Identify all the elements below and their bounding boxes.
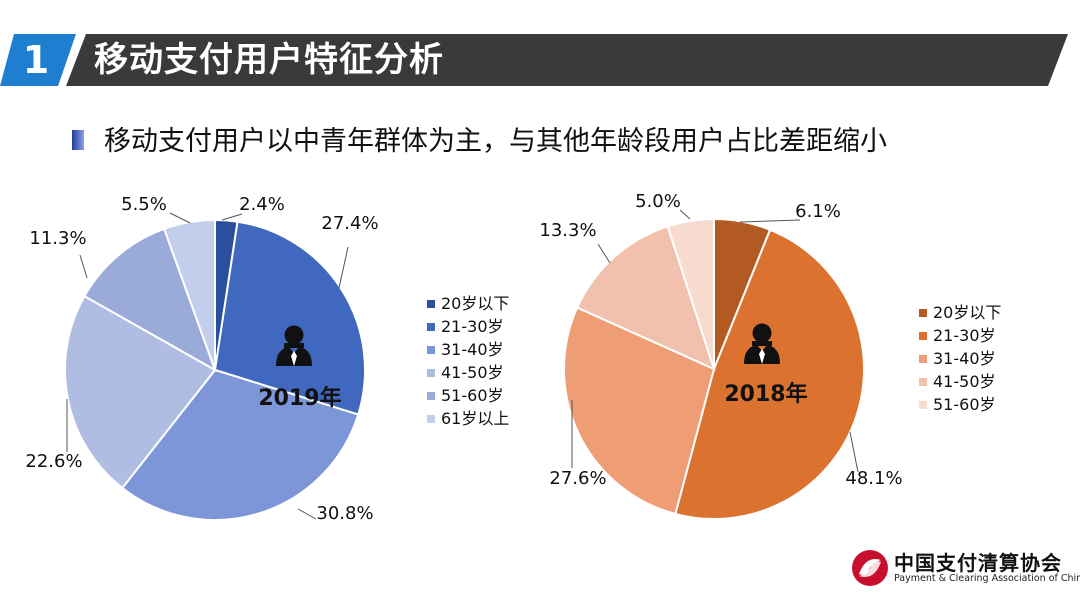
section-header: 1 移动支付用户特征分析 — [0, 28, 1080, 92]
legend-entry: 21-30岁 — [441, 317, 504, 336]
person-icon — [744, 323, 780, 364]
leader-line — [79, 254, 88, 279]
data-label: 22.6% — [25, 451, 82, 472]
pie-slice — [674, 228, 865, 520]
pie-slice — [213, 220, 366, 416]
data-label: 11.3% — [29, 228, 86, 249]
leader-line — [221, 213, 243, 221]
logo-name-en: Payment & Clearing Association of China — [894, 573, 1080, 584]
pie-slice — [563, 306, 716, 516]
data-label: 48.1% — [845, 468, 902, 489]
pie-slice — [64, 294, 217, 490]
leader-line — [849, 431, 859, 473]
legend-swatch — [427, 369, 435, 377]
data-label: 5.0% — [635, 191, 681, 212]
data-label: 27.4% — [321, 213, 378, 234]
pie-slice — [666, 217, 715, 370]
data-label: 13.3% — [539, 220, 596, 241]
data-label: 30.8% — [316, 503, 373, 524]
leader-line — [597, 243, 611, 264]
legend-swatch — [427, 392, 435, 400]
chart-2019: 2.4% 27.4% 30.8% 22.6% 11.3% 5.5% 2019年 20岁以下… — [25, 194, 509, 524]
chart-2018: 6.1% 48.1% 27.6% 13.3% 5.0% 2018年 20岁以下 21-30… — [539, 191, 1001, 520]
legend-swatch — [919, 355, 927, 363]
data-label: 2.4% — [239, 194, 285, 215]
legend-swatch — [427, 300, 435, 308]
year-label-2018: 2018年 — [724, 381, 807, 407]
logo-icon — [852, 550, 888, 586]
pie-slice — [575, 225, 716, 371]
legend-swatch — [427, 323, 435, 331]
bullet-icon — [72, 130, 84, 150]
legend-entry: 21-30岁 — [933, 326, 996, 345]
legend-swatch — [427, 415, 435, 423]
legend-entry: 41-50岁 — [441, 363, 504, 382]
data-label: 5.5% — [121, 194, 167, 215]
section-title: 移动支付用户特征分析 — [94, 40, 444, 80]
legend-entry: 41-50岁 — [933, 372, 996, 391]
leader-line — [169, 212, 191, 224]
leader-line — [679, 209, 691, 220]
leader-line — [338, 246, 349, 289]
subtitle: 移动支付用户以中青年群体为主，与其他年龄段用户占比差距缩小 — [104, 126, 887, 157]
pie-slice — [83, 227, 217, 373]
data-label: 27.6% — [549, 468, 606, 489]
legend-swatch — [427, 346, 435, 354]
legend-swatch — [919, 332, 927, 340]
logo: 中国支付清算协会 Payment & Clearing Association … — [850, 545, 1080, 595]
leader-line — [297, 508, 317, 520]
legend-entry: 31-40岁 — [933, 349, 996, 368]
person-icon — [276, 325, 312, 366]
legend-entry: 61岁以上 — [441, 409, 509, 428]
logo-name-cn: 中国支付清算协会 — [894, 551, 1062, 575]
legend-swatch — [919, 378, 927, 386]
section-number: 1 — [22, 38, 50, 82]
legend-entry: 51-60岁 — [441, 386, 504, 405]
leader-line — [739, 219, 801, 223]
legend-entry: 20岁以下 — [441, 294, 509, 313]
header-banner — [0, 34, 1068, 86]
legend-entry: 51-60岁 — [933, 395, 996, 414]
legend-entry: 20岁以下 — [933, 303, 1001, 322]
year-label-2019: 2019年 — [258, 385, 341, 411]
data-label: 6.1% — [795, 201, 841, 222]
legend-swatch — [919, 401, 927, 409]
legend-entry: 31-40岁 — [441, 340, 504, 359]
legend-swatch — [919, 309, 927, 317]
pie-slice — [120, 368, 360, 521]
